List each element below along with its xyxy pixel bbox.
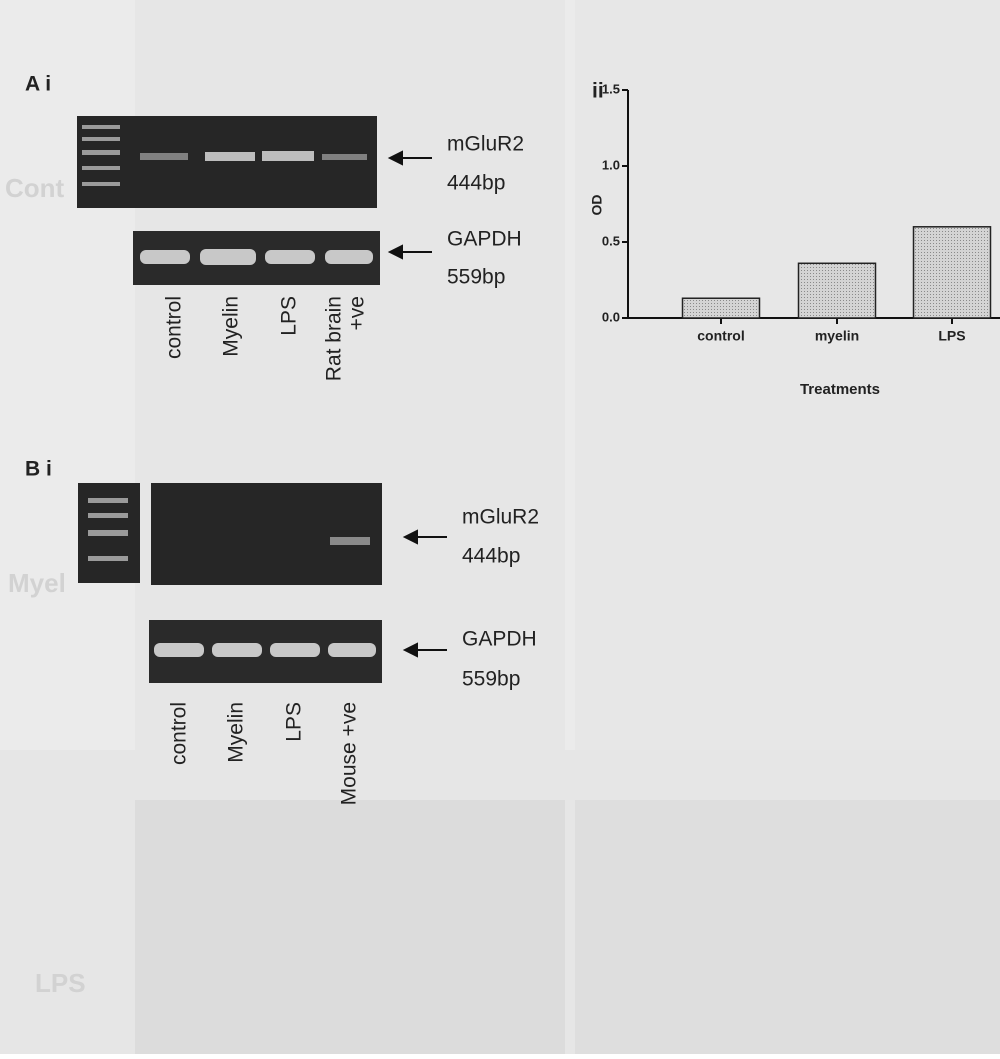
band-size: 559bp [447,266,505,289]
bar [914,227,991,318]
y-tick-label: 1.5 [602,81,620,96]
lane-label: LPS [278,296,301,336]
band-name: mGluR2 [462,506,539,529]
gel [77,116,377,208]
x-tick-label: LPS [938,328,965,344]
lane-label: Myelin [225,702,248,763]
panel-label: B i [25,458,52,481]
band-size: 444bp [462,545,520,568]
bar [799,263,876,318]
band-name: GAPDH [462,628,537,651]
bg-block [575,800,1000,1054]
lane-label: control [163,296,186,359]
band-name: GAPDH [447,228,522,251]
y-tick-label: 0.5 [602,233,620,248]
lane-label: Myelin [220,296,243,357]
x-tick-label: control [697,328,744,344]
panel-label: A i [25,73,51,96]
x-axis-label: Treatments [800,381,880,398]
ghost-label: Cont [5,173,65,203]
y-tick-label: 0.0 [602,309,620,324]
y-axis-label: OD [589,195,605,216]
lane-label: +ve [346,296,369,330]
band-name: mGluR2 [447,133,524,156]
x-tick-label: myelin [815,328,859,344]
band-size: 444bp [447,172,505,195]
page: Cont Myel LPS A i mGluR2 444bp GAPDH 559… [0,0,1000,1059]
bar [683,298,760,318]
lane-label: control [168,702,191,765]
lane-label: Rat brain [323,296,346,381]
bg-block [135,800,565,1054]
band [330,537,370,545]
y-tick-label: 1.0 [602,157,620,172]
ghost-label: LPS [35,968,86,998]
lane-label: LPS [283,702,306,742]
gel [151,483,382,585]
figure: Cont Myel LPS A i mGluR2 444bp GAPDH 559… [0,0,1000,1054]
lane-label: Mouse +ve [338,702,361,805]
ghost-label: Myel [8,568,66,598]
band-size: 559bp [462,668,520,691]
